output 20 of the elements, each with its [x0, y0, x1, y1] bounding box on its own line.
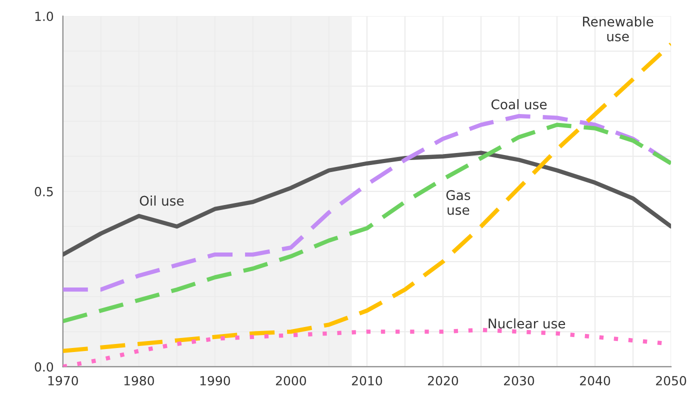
x-tick-label: 1980: [124, 376, 154, 386]
x-tick-label: 2020: [428, 376, 458, 386]
line-series: [62, 114, 672, 292]
y-tick-label: 1.0: [35, 12, 54, 22]
line-series: [62, 42, 672, 354]
series-label: Gas use: [446, 190, 470, 215]
series-label: Oil use: [140, 196, 184, 206]
x-tick-label: 2000: [276, 376, 306, 386]
x-tick-label: 1990: [200, 376, 230, 386]
x-tick-label: 2050: [656, 376, 686, 386]
x-tick-label: 1970: [48, 376, 78, 386]
line-series: [62, 150, 672, 257]
x-tick-label: 2010: [352, 376, 382, 386]
series-label: Nuclear use: [488, 318, 566, 328]
series-label: Renewable use: [583, 16, 654, 42]
y-tick-label: 0.0: [34, 362, 54, 372]
series-label: Coal use: [491, 99, 547, 110]
x-tick-label: 2040: [580, 376, 610, 386]
y-tick-label: 0.5: [34, 186, 53, 196]
x-tick-label: 2030: [504, 376, 534, 386]
